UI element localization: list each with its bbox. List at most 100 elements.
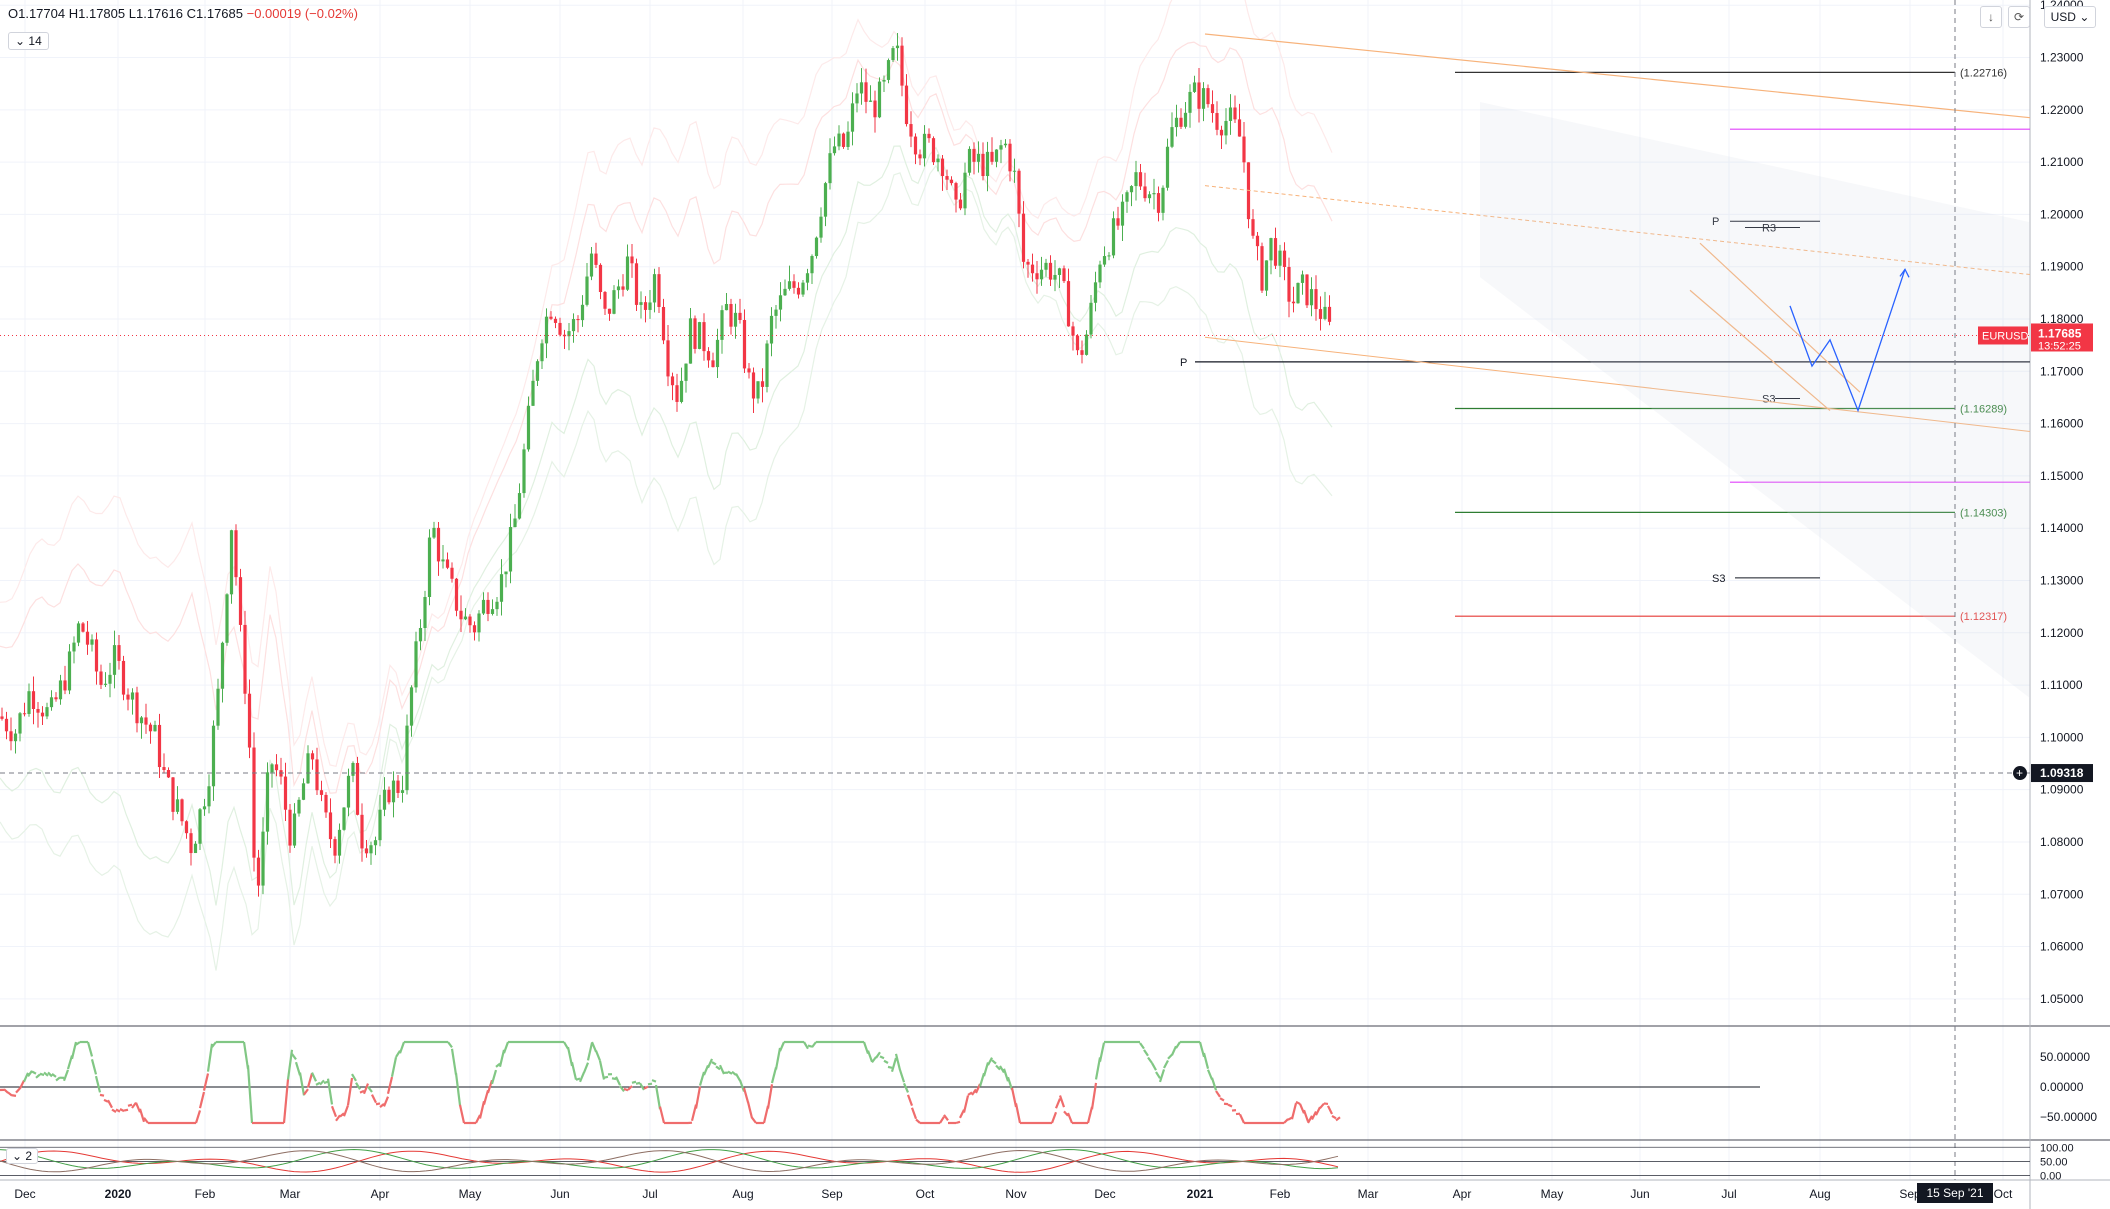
candle-body	[886, 60, 891, 80]
regression-channel	[1480, 101, 2030, 699]
osc1-segment	[454, 1072, 462, 1106]
osc1-segment	[390, 1057, 398, 1077]
x-tick-label: Sep	[1899, 1187, 1921, 1201]
candle-body	[13, 733, 18, 742]
osc1-segment	[27, 1070, 33, 1077]
candle-body	[378, 809, 382, 841]
osc1-segment	[570, 1062, 578, 1080]
indicator-toggle[interactable]: ⌄ 14	[8, 32, 49, 50]
osc1-segment	[718, 1064, 726, 1075]
osc1-segment	[1331, 1114, 1337, 1120]
oscillator-panel-2: 100.00 50.00 0.00	[0, 1142, 2074, 1183]
candle-body	[976, 153, 981, 162]
chevron-down-icon: ⌄	[12, 1149, 23, 1163]
last-price-badge	[2031, 323, 2093, 352]
candle-body	[751, 372, 756, 399]
candle-body	[679, 380, 684, 402]
osc1-segment	[47, 1071, 53, 1078]
osc1-segment	[43, 1071, 49, 1077]
osc1-segment	[711, 1061, 717, 1066]
candle-body	[985, 151, 990, 177]
candle-body	[81, 623, 85, 632]
candle-body	[945, 176, 949, 180]
candle-body	[1116, 218, 1120, 226]
candle-body	[1111, 218, 1116, 256]
candle-body	[360, 814, 364, 849]
scroll-down-icon[interactable]: ↓	[1980, 6, 2002, 28]
plus-glyph: +	[2016, 766, 2023, 780]
osc1-segment	[995, 1064, 1001, 1071]
x-tick-label: Aug	[732, 1187, 753, 1201]
reset-icon[interactable]: ⟳	[2008, 6, 2030, 28]
osc1-segment	[395, 1050, 401, 1058]
candle-body	[616, 286, 621, 291]
candle-body	[625, 256, 630, 290]
candle-body	[409, 687, 414, 726]
osc1-segment	[902, 1082, 910, 1093]
candle-body	[531, 380, 535, 406]
osc1-segment	[1151, 1062, 1157, 1071]
candle-body	[981, 153, 985, 177]
candle-body	[54, 697, 58, 700]
y-tick-label: 1.05000	[2040, 992, 2084, 1006]
osc1-segment	[367, 1086, 373, 1093]
osc1-segment	[306, 1073, 314, 1088]
osc1-segment	[991, 1059, 997, 1065]
candle-body	[864, 82, 868, 102]
candle-body	[1237, 119, 1242, 137]
candle-body	[841, 133, 846, 147]
osc1-segment	[1283, 1118, 1289, 1124]
candle-body	[1102, 256, 1107, 265]
candle-body	[405, 725, 409, 791]
candle-body	[589, 253, 594, 277]
osc1-segment	[70, 1041, 78, 1060]
sub-indicator-toggle[interactable]: ⌄ 2	[6, 1148, 39, 1164]
osc1-segment	[654, 1084, 662, 1110]
osc1-segment	[62, 1069, 70, 1082]
x-tick-label: Dec	[14, 1187, 35, 1201]
candle-body	[684, 363, 688, 381]
osc1-segment	[590, 1041, 598, 1053]
currency-select[interactable]: USD ⌄	[2044, 6, 2096, 28]
candle-body	[216, 688, 220, 726]
candle-body	[319, 790, 324, 795]
candle-body	[549, 316, 553, 319]
price-axis[interactable]: 1.240001.230001.220001.210001.200001.190…	[2040, 0, 2084, 1006]
candle-body	[58, 680, 63, 700]
osc1-segment	[967, 1091, 973, 1096]
candle-body	[715, 339, 720, 368]
osc1-segment	[90, 1059, 98, 1075]
candle-body	[1026, 261, 1030, 265]
osc1-segment	[594, 1050, 602, 1062]
candle-body	[4, 718, 9, 732]
time-axis[interactable]: Dec 2020 Feb Mar Apr May Jun Jul Aug Sep Oct Nov Dec…	[14, 1187, 2013, 1201]
candle-body	[328, 812, 333, 840]
candle-body	[1287, 266, 1291, 302]
osc1-segment	[746, 1101, 754, 1119]
candle-body	[103, 683, 108, 685]
candle-body	[918, 154, 922, 159]
candle-body	[567, 331, 571, 337]
candle-body	[283, 776, 288, 810]
x-tick-label: Jul	[1721, 1187, 1736, 1201]
x-tick-label: Apr	[1453, 1187, 1472, 1201]
candle-body	[1066, 281, 1071, 327]
candle-body	[1201, 88, 1206, 109]
osc1-segment	[355, 1082, 361, 1090]
osc1-segment	[1206, 1069, 1214, 1080]
y-tick-label: 1.17000	[2040, 364, 2084, 378]
candle-body	[504, 571, 508, 575]
candle-body	[310, 753, 315, 760]
y-tick-label: 1.23000	[2040, 51, 2084, 65]
candle-body	[387, 789, 391, 803]
candle-body	[540, 343, 544, 362]
candle-body	[364, 848, 369, 854]
candle-body	[859, 82, 864, 94]
candle-body	[607, 308, 612, 314]
osc1-segment	[582, 1062, 590, 1074]
candle-body	[643, 302, 648, 310]
candle-body	[1008, 143, 1012, 172]
candle-body	[1080, 350, 1084, 355]
osc1-segment	[762, 1105, 770, 1124]
